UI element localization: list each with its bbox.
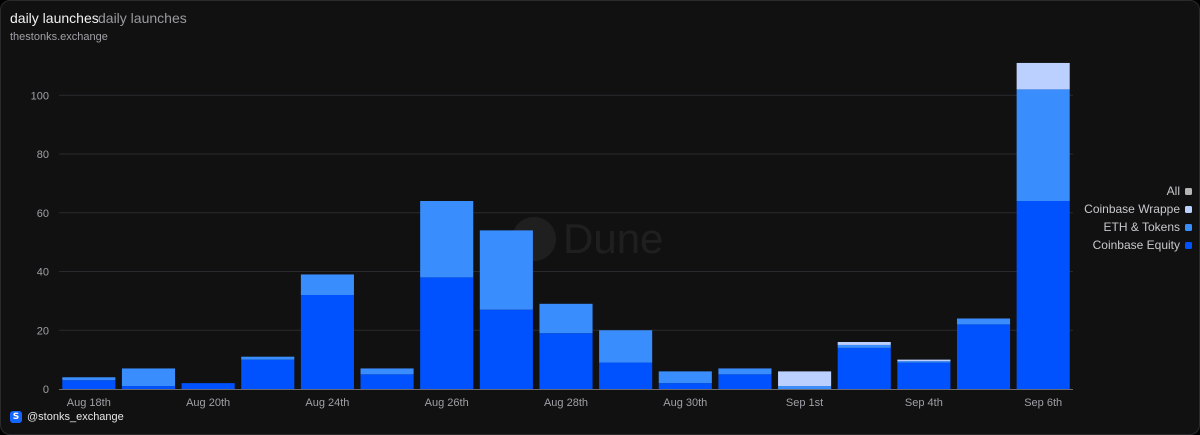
x-tick-label: Aug 30th xyxy=(663,397,707,409)
x-tick-label: Sep 6th xyxy=(1024,397,1062,409)
bar-segment[interactable] xyxy=(838,348,891,389)
y-tick-label: 60 xyxy=(37,208,49,220)
x-tick-label: Aug 26th xyxy=(425,397,469,409)
bar-segment[interactable] xyxy=(1017,89,1070,201)
bar-segment[interactable] xyxy=(480,310,533,389)
bar-segment[interactable] xyxy=(778,386,831,389)
bar-segment[interactable] xyxy=(361,368,414,374)
bar-segment[interactable] xyxy=(1017,63,1070,89)
bar-segment[interactable] xyxy=(659,383,712,389)
bar-segment[interactable] xyxy=(897,361,950,362)
bar-segment[interactable] xyxy=(957,319,1010,325)
bar-segment[interactable] xyxy=(539,304,592,333)
bar-segment[interactable] xyxy=(897,360,950,361)
bar-segment[interactable] xyxy=(957,324,1010,389)
legend-swatch xyxy=(1185,206,1192,213)
legend-label[interactable]: ETH & Tokens xyxy=(1104,220,1180,234)
bar-segment[interactable] xyxy=(539,333,592,389)
bar-segment[interactable] xyxy=(1017,201,1070,389)
bar-segment[interactable] xyxy=(480,230,533,309)
bar-segment[interactable] xyxy=(301,295,354,389)
x-tick-label: Aug 18th xyxy=(67,397,111,409)
y-tick-label: 40 xyxy=(37,267,49,279)
legend-label[interactable]: Coinbase Wrappe xyxy=(1084,202,1180,216)
bar-segment[interactable] xyxy=(122,386,175,389)
x-tick-label: Aug 24th xyxy=(305,397,349,409)
bar-segment[interactable] xyxy=(838,345,891,348)
bar-segment[interactable] xyxy=(361,374,414,389)
legend-swatch xyxy=(1185,224,1192,231)
y-tick-label: 80 xyxy=(37,149,49,161)
stonks-logo-icon: S xyxy=(10,411,22,423)
dune-watermark: Dune xyxy=(512,215,663,262)
bar-segment[interactable] xyxy=(420,201,473,277)
legend-swatch xyxy=(1185,188,1192,195)
legend: All Coinbase Wrappe ETH & Tokens Coinbase E… xyxy=(1084,184,1192,252)
legend-swatch xyxy=(1185,242,1192,249)
bar-segment[interactable] xyxy=(122,368,175,386)
bar-segment[interactable] xyxy=(659,371,712,383)
y-tick-label: 20 xyxy=(37,325,49,337)
bar-segment[interactable] xyxy=(838,342,891,345)
x-tick-label: Aug 28th xyxy=(544,397,588,409)
bar-segment[interactable] xyxy=(718,374,771,389)
bar-segment[interactable] xyxy=(718,368,771,374)
legend-label[interactable]: Coinbase Equity xyxy=(1093,238,1180,252)
bar-segment[interactable] xyxy=(599,330,652,362)
bar-segment[interactable] xyxy=(420,277,473,389)
bar-segment[interactable] xyxy=(301,274,354,295)
legend-label[interactable]: All xyxy=(1167,184,1180,198)
bar-segment[interactable] xyxy=(241,360,294,389)
x-tick-label: Aug 20th xyxy=(186,397,230,409)
bar-segment[interactable] xyxy=(778,371,831,386)
bar-segment[interactable] xyxy=(599,363,652,389)
dune-watermark-text: Dune xyxy=(563,215,663,262)
bar-segment[interactable] xyxy=(897,363,950,389)
y-tick-label: 100 xyxy=(31,90,49,102)
x-axis-ticks: Aug 18th Aug 20th Aug 24th Aug 26th Aug 28th… xyxy=(67,397,1062,409)
bar-segment[interactable] xyxy=(62,380,115,389)
x-tick-label: Sep 1st xyxy=(786,397,823,409)
footer-handle[interactable]: @stonks_exchange xyxy=(27,411,124,423)
y-axis-ticks: 0 20 40 60 80 100 xyxy=(31,90,49,396)
x-tick-label: Sep 4th xyxy=(905,397,943,409)
footer: S @stonks_exchange xyxy=(10,411,124,423)
grid-lines xyxy=(59,95,1073,330)
y-tick-label: 0 xyxy=(43,384,49,396)
bar-segment[interactable] xyxy=(62,377,115,380)
bar-segment[interactable] xyxy=(241,357,294,360)
bar-segment[interactable] xyxy=(182,383,235,389)
